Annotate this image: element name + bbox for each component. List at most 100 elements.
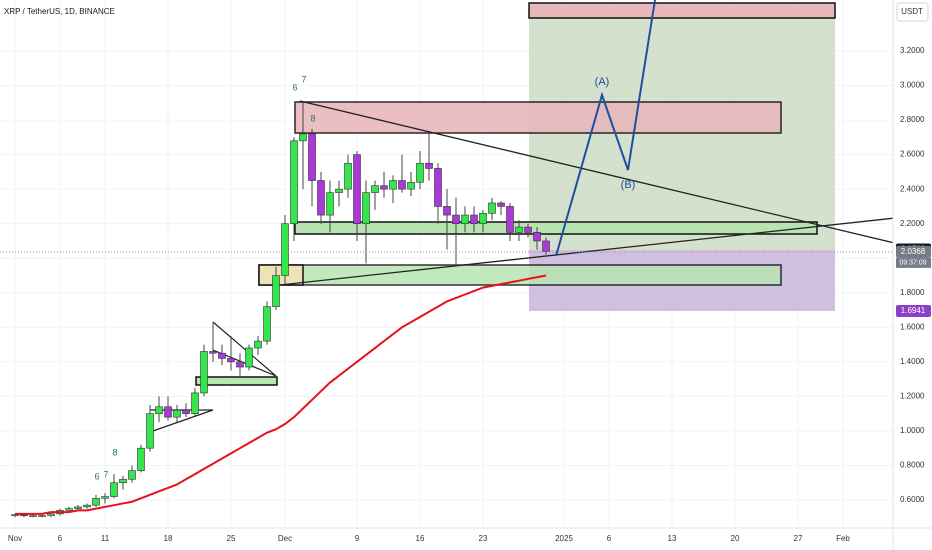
x-tick-label: 23 [479, 534, 488, 543]
candle-body [263, 306, 271, 342]
top-box [528, 2, 836, 19]
candle-body [461, 214, 469, 224]
x-tick-label: 27 [794, 534, 803, 543]
target-zone [529, 18, 835, 250]
support-box [294, 221, 818, 235]
count-label: 7 [301, 74, 306, 84]
candle-body [425, 162, 433, 169]
candle-body [254, 340, 262, 349]
wave-projection [555, 0, 656, 257]
candle-body [479, 213, 487, 224]
count-label: 6 [94, 471, 99, 481]
y-tick-label: 2.2000 [900, 219, 925, 228]
candle-body [191, 392, 199, 414]
y-tick-label: 0.6000 [900, 495, 925, 504]
moving-average [15, 274, 547, 515]
count-label: 6 [292, 82, 297, 92]
candle-body [20, 514, 28, 516]
candle-body [515, 226, 523, 233]
y-tick-label: 3.2000 [900, 46, 925, 55]
y-tick-label: 1.8000 [900, 288, 925, 297]
candle-body [47, 513, 55, 516]
candle-body [101, 496, 109, 499]
y-tick-label: 2.8000 [900, 115, 925, 124]
candle-body [245, 347, 253, 368]
count-label: 8 [112, 447, 117, 457]
x-tick-label: 6 [607, 534, 612, 543]
candle-body [542, 240, 550, 252]
candle-body [326, 192, 334, 216]
countdown-tag [896, 257, 931, 268]
candle-body [182, 409, 190, 414]
candle-body [281, 223, 289, 276]
candle-body [200, 351, 208, 394]
candle-body [119, 478, 127, 484]
price-tag-label: 1.6941 [901, 306, 926, 315]
candle-body [452, 214, 460, 224]
wave-label: (A) [595, 76, 610, 88]
price-tag-label: 2.0368 [901, 247, 926, 256]
currency-button[interactable] [896, 2, 929, 22]
x-tick-label: 20 [731, 534, 740, 543]
x-tick-label: 6 [58, 534, 63, 543]
candle-body [434, 168, 442, 207]
x-tick-label: 2025 [555, 534, 573, 543]
candle-body [164, 406, 172, 418]
candle-body [317, 180, 325, 216]
y-tick-label: 1.4000 [900, 357, 925, 366]
candle-body [83, 504, 91, 508]
candle-body [533, 232, 541, 242]
resistance-box [294, 101, 782, 134]
x-tick-label: 9 [355, 534, 360, 543]
x-tick-label: 18 [164, 534, 173, 543]
candle-body [173, 409, 181, 418]
candle-body [11, 514, 19, 516]
candle-body [290, 140, 298, 224]
candle-body [272, 275, 280, 307]
y-tick-label: 1.6000 [900, 322, 925, 331]
candle-body [38, 515, 46, 517]
candle-body [308, 133, 316, 181]
candle-body [155, 406, 163, 414]
candle-body [74, 506, 82, 509]
y-tick-label: 2.6000 [900, 150, 925, 159]
candle-body [236, 361, 244, 368]
price-axis [893, 0, 932, 550]
price-tag [896, 305, 931, 318]
candle-body [353, 154, 361, 224]
candles [11, 102, 550, 518]
demand-box [258, 264, 782, 286]
price-tag [896, 245, 931, 258]
candle-body [524, 226, 532, 233]
candle-body [110, 482, 118, 497]
candle-body [227, 358, 235, 363]
candle-body [362, 192, 370, 224]
y-tick-label: 1.2000 [900, 391, 925, 400]
axes: 0.6000 0.8000 1.0000 1.2000 1.4000 1.6000 1.80… [8, 46, 931, 543]
candle-body [209, 351, 217, 354]
y-tick-label: 3.0000 [900, 81, 925, 90]
candle-body [497, 202, 505, 207]
candle-body [506, 206, 514, 233]
demand-box-left [258, 264, 304, 286]
candle-body [146, 413, 154, 449]
candle-body [389, 180, 397, 190]
y-tick-label: 0.8000 [900, 461, 925, 470]
candle-body [371, 185, 379, 193]
y-tick-label: 1.0000 [900, 426, 925, 435]
candle-body [416, 162, 424, 183]
candle-body [218, 352, 226, 359]
currency-label: USDT [901, 7, 923, 16]
candle-body [407, 181, 415, 190]
candle-body [137, 447, 145, 471]
x-tick-label: Feb [836, 534, 850, 543]
y-tick-label: 2.4000 [900, 184, 925, 193]
x-tick-label: 13 [668, 534, 677, 543]
candle-body [299, 133, 307, 142]
x-tick-label: Nov [8, 534, 22, 543]
countdown-label: 09:37:09 [899, 260, 926, 267]
candle-body [380, 185, 388, 190]
